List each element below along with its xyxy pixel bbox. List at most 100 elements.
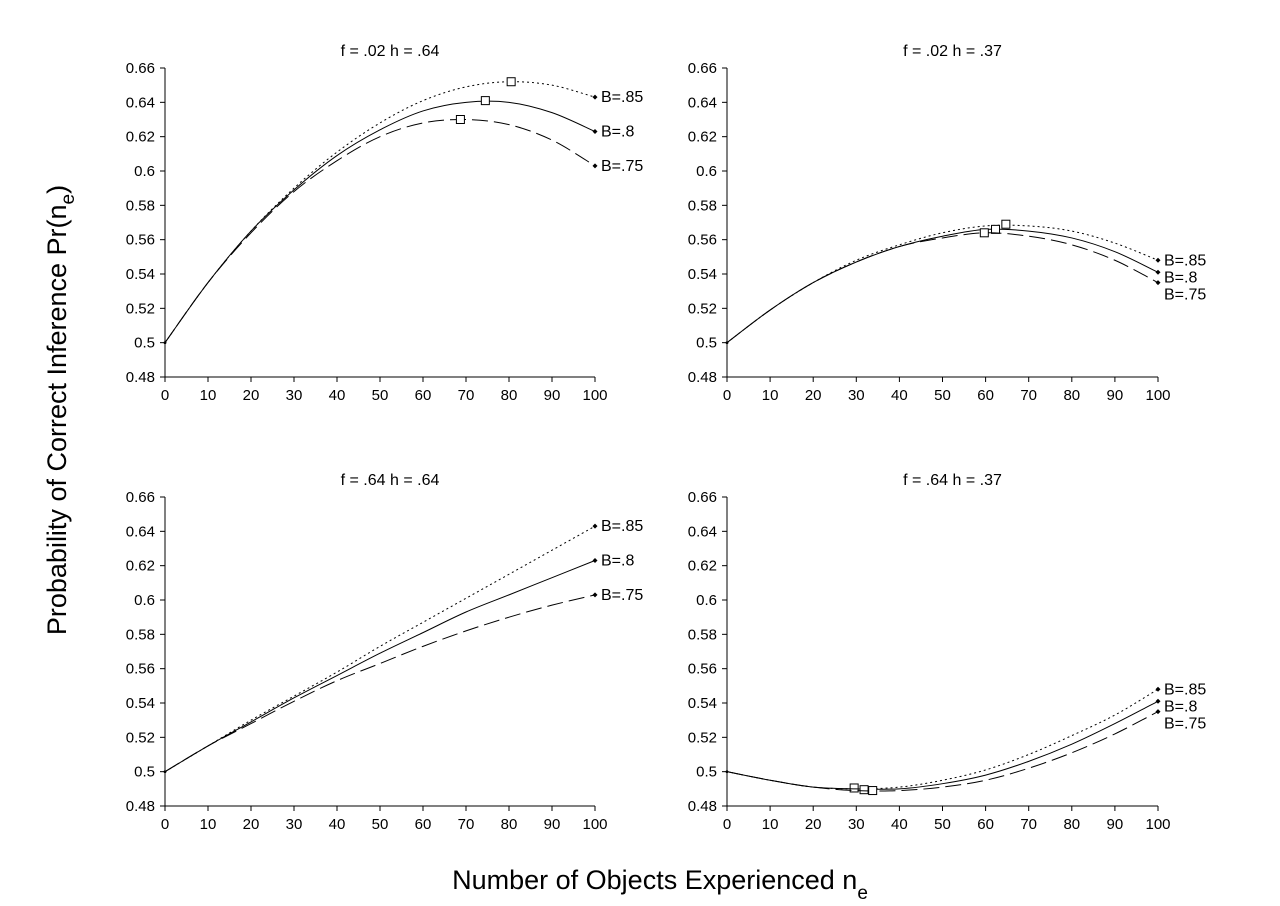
x-tick-label: 70: [1020, 387, 1037, 404]
series-line: [164, 118, 596, 343]
x-tick-label: 10: [762, 816, 779, 833]
y-tick-label: 0.6: [134, 163, 155, 180]
x-tick-label: 100: [1145, 816, 1170, 833]
max-point-marker: [455, 115, 465, 124]
x-axis-title: Number of Objects Experienced ne: [452, 865, 868, 904]
y-tick-label: 0.62: [688, 129, 717, 146]
y-tick-label: 0.56: [126, 661, 155, 678]
y-tick-label: 0.5: [134, 335, 155, 352]
x-tick-label: 60: [415, 816, 432, 833]
x-tick-label: 90: [544, 387, 561, 404]
series-line: [164, 100, 596, 343]
end-point-marker: [1155, 686, 1161, 692]
max-point-marker: [849, 783, 859, 793]
y-tick-label: 0.52: [126, 729, 155, 746]
x-tick-label: 60: [977, 387, 994, 404]
series-end-label: B=.75: [1164, 286, 1206, 303]
y-tick-label: 0.66: [688, 489, 717, 506]
panels: f = .02 h = .64 0.48 0.5 0.52 0.54 0.56 0.58 0.…: [126, 43, 1207, 833]
x-tick-label: 0: [161, 816, 169, 833]
end-point-marker: [1155, 698, 1161, 704]
x-axis-title-subscript: e: [857, 883, 868, 904]
y-tick-label: 0.6: [134, 592, 155, 609]
series-B=.8: B=.8: [725, 224, 1197, 344]
x-tick-label: 30: [286, 387, 303, 404]
series-B=.75: B=.75: [163, 115, 643, 344]
y-axis-title: Probability of Correct Inference Pr(ne): [42, 185, 79, 635]
end-point-marker: [592, 523, 598, 529]
y-tick-label: 0.52: [688, 729, 717, 746]
x-tick-label: 30: [848, 387, 865, 404]
y-tick-label: 0.64: [126, 523, 155, 540]
max-point-marker: [991, 224, 1001, 234]
y-tick-label: 0.56: [126, 232, 155, 249]
max-point-marker: [859, 785, 869, 795]
series-end-label: B=.8: [1164, 698, 1197, 715]
y-tick-label: 0.54: [688, 266, 717, 283]
x-tick-label: 70: [458, 387, 475, 404]
x-tick-label: 20: [805, 816, 822, 833]
series-B=.8: B=.8: [725, 698, 1197, 795]
x-tick-label: 30: [286, 816, 303, 833]
x-tick-label: 90: [1107, 816, 1124, 833]
series-line: [726, 688, 1159, 790]
y-tick-label: 0.62: [126, 558, 155, 575]
y-tick-label: 0.6: [696, 592, 717, 609]
series-line: [164, 560, 596, 773]
x-tick-label: 100: [582, 387, 607, 404]
x-tick-label: 90: [1107, 387, 1124, 404]
end-point-marker: [592, 558, 598, 564]
series-line: [164, 525, 596, 773]
max-point-marker: [868, 786, 878, 796]
max-point-marker: [506, 77, 516, 87]
series-line: [164, 594, 596, 773]
x-tick-label: 50: [934, 816, 951, 833]
x-tick-label: 20: [243, 816, 260, 833]
x-tick-label: 50: [372, 387, 389, 404]
series-end-label: B=.85: [601, 89, 643, 106]
x-tick-label: 80: [1063, 387, 1080, 404]
x-tick-label: 70: [458, 816, 475, 833]
end-point-marker: [1155, 280, 1161, 286]
series-end-label: B=.75: [601, 158, 643, 175]
panel-4: f = .64 h = .37 0.48 0.5 0.52 0.54 0.56 0.58 0.…: [688, 472, 1207, 833]
y-axis-title-subscript: e: [58, 194, 79, 205]
series-B=.85: B=.85: [725, 219, 1206, 344]
y-tick-label: 0.58: [126, 197, 155, 214]
y-tick-label: 0.64: [126, 94, 155, 111]
series-line: [164, 81, 596, 343]
series-line: [726, 228, 1159, 344]
y-tick-label: 0.52: [688, 300, 717, 317]
end-point-marker: [1155, 709, 1161, 715]
x-tick-label: 40: [891, 387, 908, 404]
series-line: [726, 224, 1159, 344]
x-tick-label: 80: [501, 387, 518, 404]
x-tick-label: 0: [723, 387, 731, 404]
series-end-label: B=.85: [601, 518, 643, 535]
y-axis-title-suffix: ): [42, 185, 72, 194]
x-tick-label: 10: [762, 387, 779, 404]
y-tick-label: 0.5: [134, 764, 155, 781]
series-B=.8: B=.8: [163, 96, 634, 344]
panel-title: f = .02 h = .64: [341, 43, 440, 60]
end-point-marker: [592, 94, 598, 100]
y-tick-label: 0.48: [688, 798, 717, 815]
x-tick-label: 0: [161, 387, 169, 404]
panel-1: f = .02 h = .64 0.48 0.5 0.52 0.54 0.56 0.58 0.…: [126, 43, 644, 404]
series-end-label: B=.85: [1164, 252, 1206, 269]
series-end-label: B=.75: [1164, 715, 1206, 732]
y-tick-label: 0.54: [126, 266, 155, 283]
series-line: [726, 232, 1159, 344]
series-B=.75: B=.75: [725, 228, 1206, 344]
panel-2: f = .02 h = .37 0.48 0.5 0.52 0.54 0.56 0.58 0.…: [688, 43, 1207, 404]
y-tick-label: 0.48: [126, 798, 155, 815]
x-tick-label: 70: [1020, 816, 1037, 833]
y-tick-label: 0.54: [688, 695, 717, 712]
y-axis-title-main: Probability of Correct Inference Pr(n: [42, 204, 72, 635]
y-tick-label: 0.64: [688, 523, 717, 540]
max-point-marker: [979, 228, 989, 238]
x-tick-label: 40: [329, 387, 346, 404]
x-tick-label: 60: [415, 387, 432, 404]
x-tick-label: 40: [329, 816, 346, 833]
